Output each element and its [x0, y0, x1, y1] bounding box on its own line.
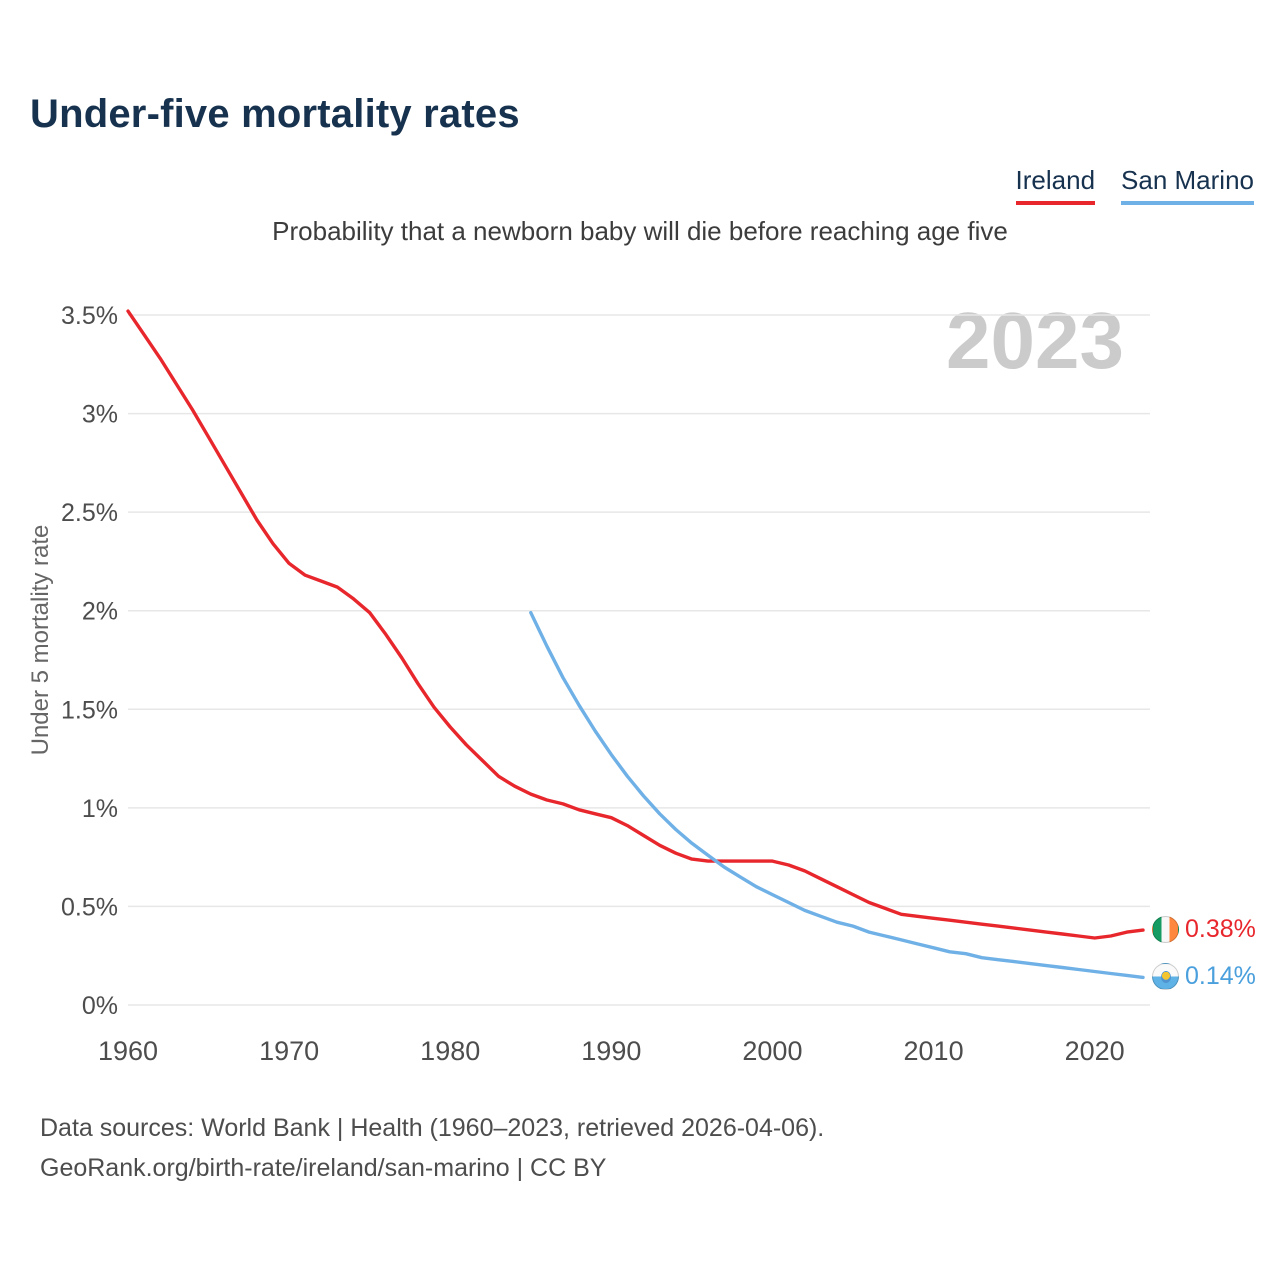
x-tick-label: 2010 [904, 1036, 964, 1066]
y-axis-label: Under 5 mortality rate [27, 525, 54, 756]
x-tick-label: 1990 [581, 1036, 641, 1066]
legend: Ireland San Marino [1015, 165, 1254, 205]
x-tick-label: 2020 [1065, 1036, 1125, 1066]
y-tick-label: 2.5% [61, 499, 118, 527]
x-tick-label: 1980 [420, 1036, 480, 1066]
san-marino-flag-icon [1152, 963, 1179, 991]
series-end-label-san-marino: 0.14% [1152, 962, 1256, 991]
ireland-flag-icon [1152, 916, 1179, 944]
x-tick-label: 1970 [259, 1036, 319, 1066]
legend-item-ireland[interactable]: Ireland [1015, 165, 1096, 205]
y-tick-label: 3% [82, 401, 118, 429]
y-tick-label: 2% [82, 598, 118, 626]
attribution-line: GeoRank.org/birth-rate/ireland/san-marin… [40, 1154, 607, 1182]
series-line-san-marino [529, 611, 1145, 980]
watermark-year: 2023 [946, 296, 1124, 385]
x-tick-label: 1960 [98, 1036, 158, 1066]
chart-area: 2023 Under 5 mortality rate 0% 0.5% 1% 1.5%… [0, 280, 1280, 1080]
line-chart: 2023 Under 5 mortality rate 0% 0.5% 1% 1.5%… [27, 296, 1150, 1066]
chart-subtitle: Probability that a newborn baby will die… [272, 216, 1008, 246]
series-end-label-ireland: 0.38% [1152, 915, 1256, 944]
y-tick-label: 1.5% [61, 696, 118, 724]
y-tick-label: 0.5% [61, 893, 118, 921]
page-title: Under-five mortality rates [30, 92, 520, 136]
legend-item-san-marino[interactable]: San Marino [1121, 165, 1254, 205]
data-sources-line: Data sources: World Bank | Health (1960–… [40, 1114, 825, 1142]
y-tick-label: 1% [82, 795, 118, 823]
y-tick-label: 3.5% [61, 302, 118, 330]
x-tick-label: 2000 [742, 1036, 802, 1066]
series-line-ireland [126, 309, 1145, 940]
san-marino-value-label: 0.14% [1185, 962, 1256, 991]
ireland-value-label: 0.38% [1185, 915, 1256, 944]
y-tick-label: 0% [82, 992, 118, 1020]
footer: Data sources: World Bank | Health (1960–… [40, 1108, 824, 1188]
